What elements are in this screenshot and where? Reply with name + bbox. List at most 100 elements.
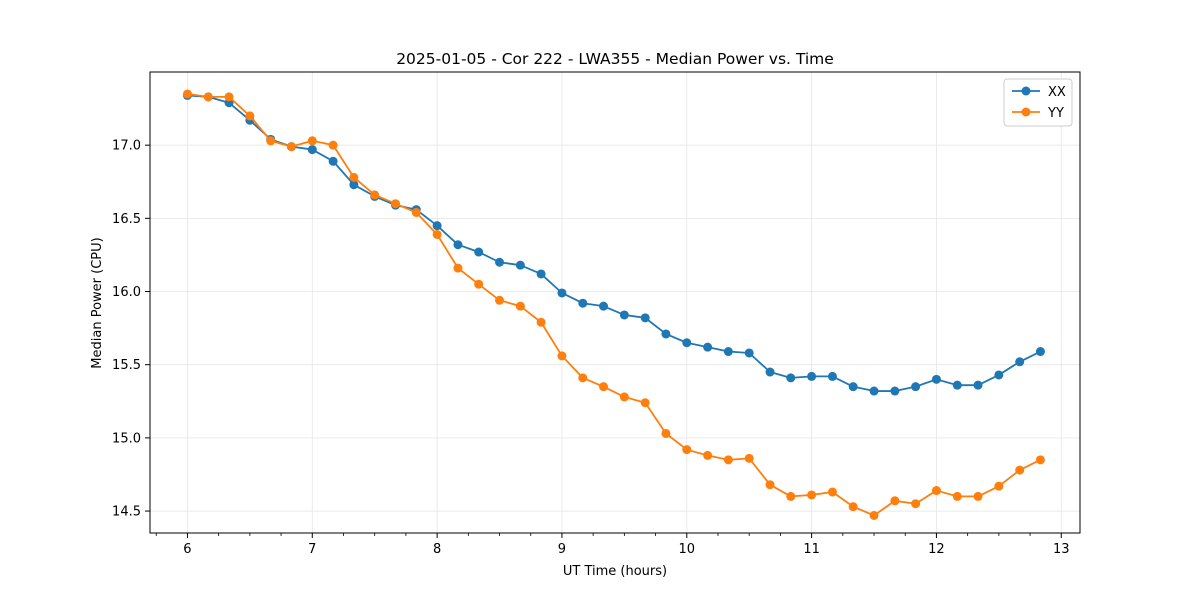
x-tick-label: 7 [308, 542, 316, 557]
data-point-yy [599, 382, 609, 392]
data-point-yy [973, 491, 983, 501]
x-tick-label: 8 [433, 542, 441, 557]
data-point-xx [682, 338, 692, 348]
data-point-yy [994, 481, 1004, 491]
y-tick-label: 16.0 [112, 285, 141, 300]
data-point-xx [349, 180, 359, 190]
data-point-yy [682, 445, 692, 455]
data-point-yy [931, 486, 941, 496]
plot-frame [149, 71, 1081, 534]
data-point-xx [453, 240, 463, 250]
data-point-yy [827, 487, 837, 497]
data-point-xx [931, 374, 941, 384]
data-point-xx [807, 371, 817, 381]
legend-marker-yy [1021, 107, 1031, 117]
data-point-yy [661, 428, 671, 438]
data-point-yy [1015, 465, 1025, 475]
data-point-yy [266, 136, 276, 146]
data-point-xx [723, 347, 733, 357]
data-point-yy [245, 111, 255, 121]
data-point-xx [599, 301, 609, 311]
data-point-xx [307, 145, 317, 155]
data-point-yy [911, 499, 921, 509]
series-layer [182, 89, 1045, 520]
data-point-yy [640, 398, 650, 408]
data-point-yy [890, 496, 900, 506]
data-point-yy [370, 190, 380, 200]
data-point-yy [536, 317, 546, 327]
data-point-yy [286, 142, 296, 152]
data-point-xx [495, 257, 505, 267]
data-point-yy [703, 450, 713, 460]
y-tick-label: 16.5 [112, 212, 141, 227]
data-point-xx [744, 348, 754, 358]
data-point-xx [994, 370, 1004, 380]
x-tick-label: 12 [928, 542, 945, 557]
data-point-xx [661, 329, 671, 339]
y-tick-label: 14.5 [112, 505, 141, 520]
data-point-xx [557, 288, 567, 298]
data-point-yy [765, 480, 775, 490]
data-point-xx [786, 373, 796, 383]
data-point-yy [744, 453, 754, 463]
series-yy [182, 89, 1045, 520]
data-point-xx [848, 382, 858, 392]
data-point-yy [328, 140, 338, 150]
chart-title: 2025-01-05 - Cor 222 - LWA355 - Median P… [396, 50, 834, 68]
data-point-xx [515, 260, 525, 270]
data-point-yy [453, 263, 463, 273]
data-point-yy [182, 89, 192, 99]
y-tick-label: 17.0 [112, 139, 141, 154]
data-point-yy [349, 172, 359, 182]
data-point-xx [432, 221, 442, 231]
data-point-yy [515, 301, 525, 311]
data-point-xx [765, 367, 775, 377]
y-axis-label: Median Power (CPU) [90, 237, 105, 368]
x-axis: 6 7 8 9 10 11 12 13 [155, 533, 1070, 557]
data-point-yy [578, 373, 588, 383]
data-point-yy [1035, 455, 1045, 465]
data-point-yy [848, 502, 858, 512]
data-point-xx [952, 380, 962, 390]
x-axis-label: UT Time (hours) [563, 564, 667, 579]
data-point-xx [703, 342, 713, 352]
y-axis: 14.5 15.0 15.5 16.0 16.5 17.0 [112, 139, 150, 520]
data-point-yy [557, 351, 567, 361]
legend-label-yy: YY [1047, 106, 1064, 121]
data-point-yy [224, 92, 234, 102]
data-point-xx [474, 247, 484, 257]
legend: XX YY [1003, 78, 1073, 127]
data-point-yy [474, 279, 484, 289]
data-point-xx [827, 371, 837, 381]
data-point-yy [495, 295, 505, 305]
data-point-xx [973, 380, 983, 390]
x-tick-label: 13 [1053, 542, 1070, 557]
data-point-xx [536, 269, 546, 279]
data-point-yy [307, 136, 317, 146]
x-tick-label: 11 [803, 542, 820, 557]
x-tick-label: 10 [679, 542, 696, 557]
data-point-yy [411, 207, 421, 217]
data-point-xx [640, 313, 650, 323]
y-tick-label: 15.5 [112, 358, 141, 373]
data-point-yy [391, 199, 401, 209]
grid [150, 72, 1080, 533]
data-point-yy [723, 455, 733, 465]
data-point-xx [869, 386, 879, 396]
data-point-yy [432, 229, 442, 239]
data-point-xx [890, 386, 900, 396]
data-point-yy [619, 392, 629, 402]
data-point-xx [911, 382, 921, 392]
x-tick-label: 9 [558, 542, 566, 557]
data-point-yy [869, 510, 879, 520]
data-point-yy [786, 491, 796, 501]
data-point-xx [1035, 347, 1045, 357]
series-line-yy [187, 93, 1041, 517]
data-point-xx [578, 298, 588, 308]
data-point-xx [1015, 357, 1025, 367]
data-point-xx [619, 310, 629, 320]
data-point-yy [807, 490, 817, 500]
x-tick-label: 6 [183, 542, 191, 557]
legend-marker-xx [1021, 86, 1031, 96]
